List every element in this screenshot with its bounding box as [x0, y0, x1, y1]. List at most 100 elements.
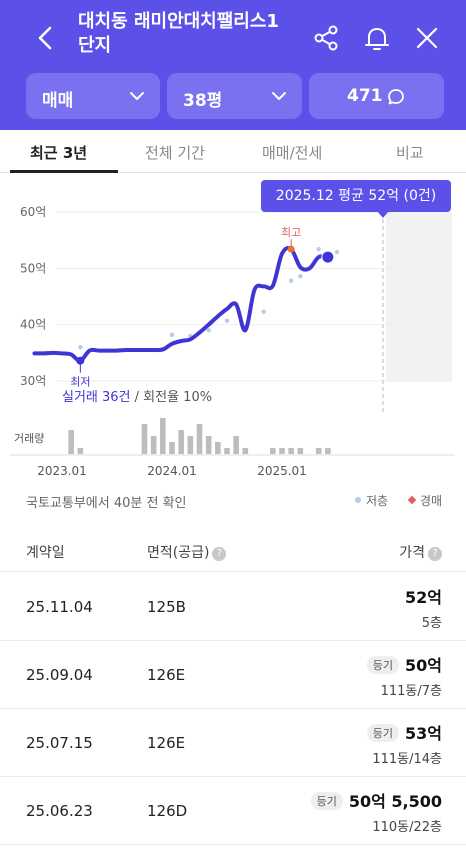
active-tab-indicator — [10, 170, 118, 173]
y-tick-label: 30억 — [20, 374, 46, 388]
x-tick-label: 2023.01 — [37, 464, 87, 478]
trade-summary: 실거래 36건 / 회전율 10% — [62, 390, 212, 405]
volume-bar — [196, 424, 203, 454]
selected-point-marker — [321, 250, 335, 264]
registered-badge: 등기 — [310, 792, 343, 810]
auction-dot-icon — [407, 495, 417, 505]
volume-bar — [77, 448, 84, 454]
price-line — [32, 246, 330, 363]
source-text: 국토교통부에서 40분 전 확인 — [26, 496, 187, 511]
tab-all-period[interactable]: 전체 기간 — [145, 144, 205, 162]
x-tick-label: 2025.01 — [257, 464, 307, 478]
row-date: 25.09.04 — [26, 666, 93, 684]
page-title: 대치동 래미안대치팰리스1 단지 — [78, 10, 298, 58]
floor-trade-point — [334, 249, 340, 255]
y-axis-ticks: 60억 50억 40억 30억 — [20, 205, 46, 388]
row-floor: 110동/22층 — [372, 820, 442, 835]
volume-bar — [187, 436, 194, 454]
floor-trade-point — [169, 332, 175, 338]
share-button[interactable] — [310, 22, 342, 54]
volume-bar — [224, 448, 230, 454]
volume-bar — [178, 430, 184, 454]
row-floor: 111동/7층 — [380, 684, 442, 699]
row-area: 125B — [147, 598, 186, 616]
x-axis-ticks: 2023.01 2024.01 2025.01 — [37, 464, 307, 478]
transaction-table-header: 계약일 면적(공급)? 가격? — [0, 530, 466, 572]
floor-trade-point — [261, 309, 266, 314]
floor-trade-point — [206, 328, 211, 333]
low-point-marker — [76, 356, 85, 365]
future-region — [386, 212, 452, 381]
row-area: 126E — [147, 734, 186, 752]
table-row[interactable]: 25.06.23 126D 등기 50억 5,500 110동/22층 — [0, 777, 466, 845]
floor-trade-point — [298, 274, 303, 279]
volume-bar — [297, 448, 304, 454]
y-tick-label: 40억 — [20, 318, 46, 332]
tab-recent-3-years[interactable]: 최근 3년 — [30, 144, 88, 162]
row-date: 25.06.23 — [26, 802, 93, 820]
row-price: 등기 50억 — [366, 652, 442, 676]
header-contract-date: 계약일 — [26, 545, 65, 561]
low-label: 최저 — [70, 376, 90, 389]
volume-bar — [242, 448, 249, 454]
table-row[interactable]: 25.11.04 125B 52억 5층 — [0, 573, 466, 641]
high-label: 최고 — [281, 226, 301, 239]
volume-bars — [68, 418, 331, 454]
row-price: 등기 53억 — [366, 720, 442, 744]
share-icon — [314, 25, 338, 51]
trade-type-value: 매매 — [42, 91, 74, 111]
help-icon[interactable]: ? — [212, 547, 227, 561]
registered-badge: 등기 — [366, 724, 399, 742]
help-icon[interactable]: ? — [428, 547, 442, 561]
volume-bar — [215, 442, 221, 454]
tab-compare[interactable]: 비교 — [396, 144, 424, 162]
floor-trade-point — [288, 278, 294, 283]
table-row[interactable]: 25.07.15 126E 등기 53억 111동/14층 — [0, 709, 466, 777]
legend-auction: 경매 — [407, 492, 442, 509]
close-icon — [416, 27, 438, 49]
row-date: 25.11.04 — [26, 598, 93, 616]
row-floor: 111동/14층 — [372, 752, 442, 767]
registered-badge: 등기 — [366, 656, 399, 674]
tab-sale-jeonse[interactable]: 매매/전세 — [262, 144, 323, 162]
y-tick-label: 60억 — [20, 205, 46, 219]
volume-bar — [233, 436, 239, 454]
title-line-1: 대치동 래미안대치팰리스1 — [78, 11, 279, 32]
close-button[interactable] — [411, 22, 443, 54]
high-point-marker — [287, 245, 295, 253]
volume-bar — [270, 448, 276, 454]
app-header: 대치동 래미안대치팰리스1 단지 매매 38평 — [0, 0, 466, 130]
header-price: 가격? — [399, 542, 442, 562]
volume-bar — [288, 448, 294, 454]
chevron-down-icon — [130, 92, 144, 100]
notification-button[interactable] — [361, 22, 393, 54]
floor-trade-point — [78, 345, 83, 350]
volume-bar — [205, 436, 212, 454]
volume-bar — [68, 430, 74, 454]
row-date: 25.07.15 — [26, 734, 93, 752]
chart-markers: 최저 최고 — [70, 226, 335, 389]
size-value: 38평 — [183, 91, 223, 111]
table-row[interactable]: 25.09.04 126E 등기 50억 111동/7층 — [0, 641, 466, 709]
floor-trade-point — [316, 246, 321, 252]
floor-trade-point — [224, 318, 230, 323]
x-tick-label: 2024.01 — [147, 464, 197, 478]
legend-floor: 저층 — [355, 492, 388, 509]
size-select[interactable]: 38평 — [167, 73, 302, 119]
header-area: 면적(공급)? — [147, 542, 227, 562]
chevron-down-icon — [272, 92, 286, 100]
row-price: 등기 50억 5,500 — [310, 788, 442, 812]
period-tabs: 최근 3년 전체 기간 매매/전세 비교 — [0, 130, 466, 173]
row-area: 126D — [147, 802, 188, 820]
chart-tooltip: 2025.12 평균 52억 (0건) — [261, 180, 451, 212]
volume-label: 거래량 — [14, 432, 44, 445]
chevron-left-icon — [38, 26, 52, 50]
comment-count: 471 — [347, 86, 383, 106]
trade-type-select[interactable]: 매매 — [26, 73, 160, 119]
floor-scatter — [78, 246, 340, 350]
volume-bar — [141, 424, 148, 454]
title-line-2: 단지 — [78, 35, 112, 56]
back-button[interactable] — [30, 22, 62, 54]
comments-button[interactable]: 471 — [309, 73, 444, 119]
